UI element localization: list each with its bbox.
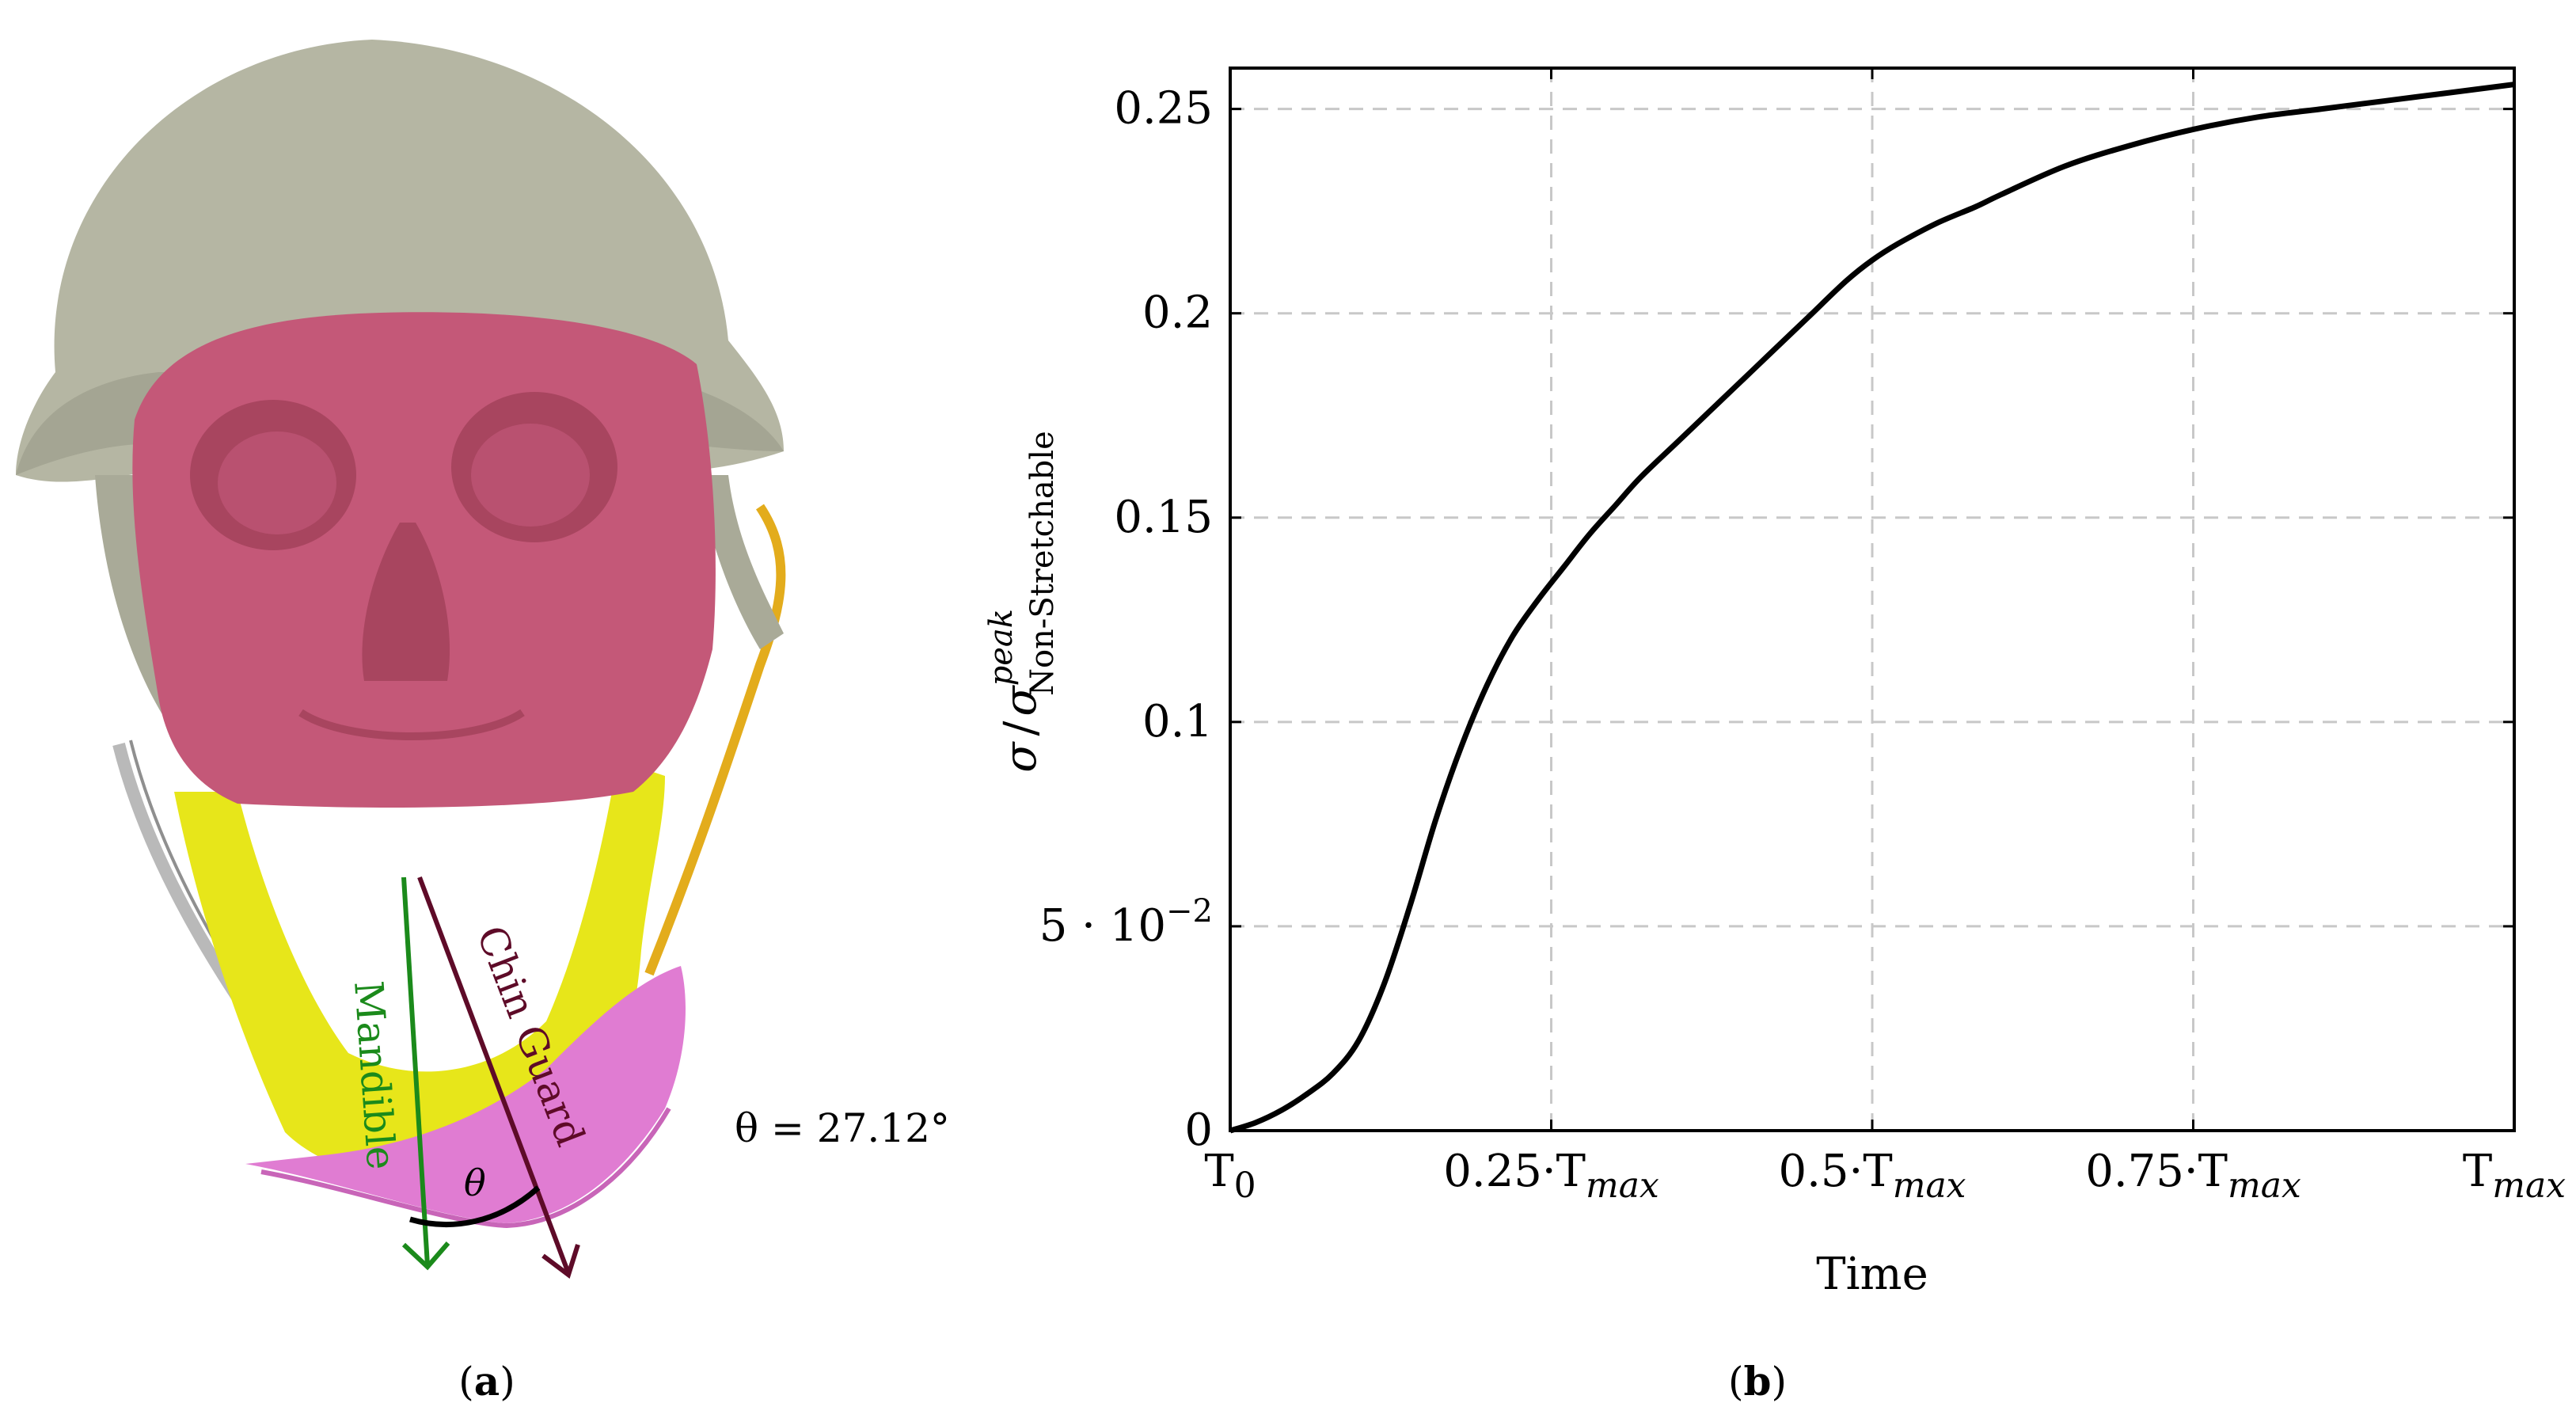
- mandible-arrow: [401, 876, 430, 1266]
- series: [1229, 82, 2515, 1134]
- panel-b: 0 5 · 10−2 0.1 0.15 0.2 0.25 T0 0.25·Tmax 0.5·T…: [983, 67, 2566, 1405]
- caption-b: (b): [1728, 1358, 1787, 1405]
- x-tick-label: 0.25·Tmax: [1443, 1146, 1659, 1206]
- x-axis-label: Time: [1816, 1249, 1928, 1300]
- y-tick-label: 0.2: [1142, 287, 1213, 339]
- chin-guard-arrowhead: [541, 1244, 580, 1279]
- angle-value: θ = 27.12°: [735, 1105, 950, 1151]
- upper-jaw: [298, 709, 525, 740]
- right-strap: [644, 504, 786, 976]
- chin-guard: [245, 966, 686, 1223]
- y-axis-label: σ/σpeak Non-Stretchable: [983, 431, 1061, 773]
- grid-lines: [1230, 68, 2514, 1131]
- x-tick-label: 0.5·Tmax: [1779, 1146, 1966, 1206]
- left-eye-inner: [218, 432, 336, 534]
- y-tick-label: 0: [1184, 1105, 1213, 1156]
- y-tick-label: 0.1: [1142, 696, 1213, 747]
- caption-a: (a): [458, 1358, 515, 1405]
- right-eye-inner: [471, 424, 590, 527]
- y-ticks: 0 5 · 10−2 0.1 0.15 0.2 0.25: [1039, 83, 2514, 1156]
- panel-a: Mandible Chin Guard θ θ = 27.12° (a): [16, 40, 950, 1405]
- y-tick-label: 0.25: [1114, 83, 1213, 135]
- chin-guard-arrow: [417, 876, 571, 1275]
- x-tick-label: 0.75·Tmax: [2085, 1146, 2301, 1206]
- nasal-cavity: [362, 523, 450, 681]
- x-tick-label: Tmax: [2463, 1146, 2566, 1206]
- x-ticks: T0 0.25·Tmax 0.5·Tmax 0.75·Tmax Tmax: [1204, 68, 2566, 1206]
- angle-arc: [409, 1185, 541, 1227]
- y-tick-label: 0.15: [1114, 492, 1213, 543]
- mandible-arrowhead: [401, 1241, 450, 1271]
- angle-symbol: θ: [464, 1162, 486, 1204]
- chin-guard-edge: [260, 1107, 671, 1229]
- helmet-side-right: [697, 475, 784, 649]
- x-tick-label: T0: [1204, 1146, 1256, 1206]
- series-line: [1229, 82, 2515, 1134]
- y-tick-label: 5 · 10−2: [1039, 893, 1213, 952]
